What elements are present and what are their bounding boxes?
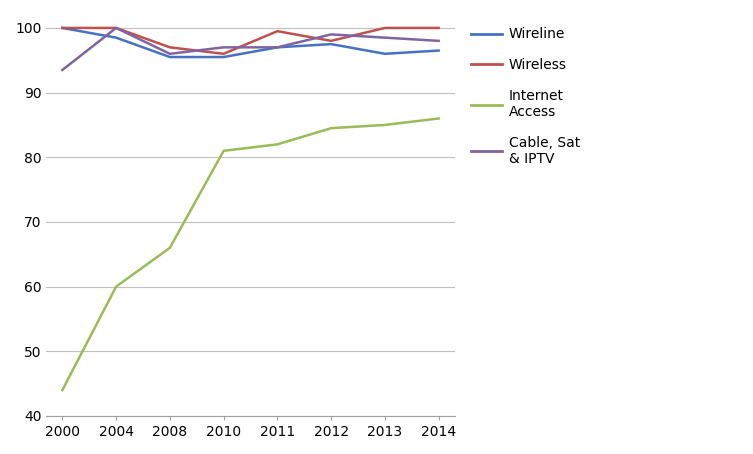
Legend: Wireline, Wireless, Internet
Access, Cable, Sat
& IPTV: Wireline, Wireless, Internet Access, Cab… [466,22,586,172]
